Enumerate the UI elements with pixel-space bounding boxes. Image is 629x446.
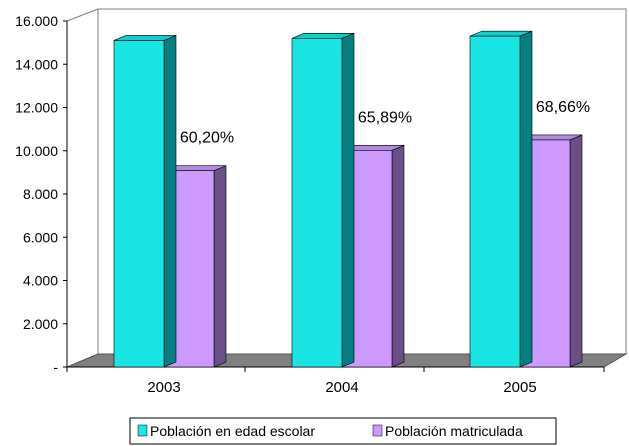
y-tick-label: -: [53, 359, 58, 375]
legend-box: [129, 417, 557, 445]
bar-escolar-2005: [469, 30, 533, 368]
bar-escolar-2004: [291, 32, 355, 368]
data-labels-group: 60,20% 65,89% 68,66%: [180, 99, 590, 147]
y-tick-label: 8.000: [23, 186, 58, 202]
data-label: 68,66%: [536, 99, 590, 116]
bar-escolar-2003: [113, 35, 177, 368]
x-axis-categories: 2003 2004 2005: [66, 367, 605, 396]
legend: Población en edad escolar Población matr…: [129, 417, 557, 445]
legend-swatch-matriculada: [372, 424, 383, 437]
legend-label-escolar: Población en edad escolar: [150, 423, 315, 439]
y-tick-label: 2.000: [23, 316, 58, 332]
x-tick-label: 2003: [147, 379, 180, 396]
data-label: 60,20%: [180, 130, 234, 147]
y-axis-ticks: - 2.000 4.000 6.000 8.000 10.000 12.000 14.000 1…: [15, 13, 67, 375]
y-tick-label: 12.000: [15, 100, 58, 116]
y-tick-label: 4.000: [23, 273, 58, 289]
y-tick-label: 14.000: [15, 56, 58, 72]
legend-swatch-escolar: [137, 424, 148, 437]
y-tick-label: 6.000: [23, 229, 58, 245]
plot-left-wall-top: [66, 8, 99, 22]
x-tick-label: 2005: [503, 379, 536, 396]
y-tick-label: 16.000: [15, 13, 58, 29]
data-label: 65,89%: [358, 109, 412, 126]
x-tick-label: 2004: [325, 379, 358, 396]
y-tick-label: 10.000: [15, 143, 58, 159]
legend-label-matriculada: Población matriculada: [385, 423, 523, 439]
bars-group: [113, 30, 583, 368]
